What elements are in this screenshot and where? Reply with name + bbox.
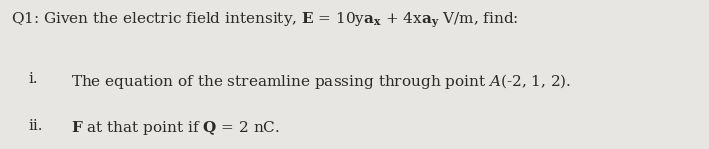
Text: Q1: Given the electric field intensity, $\mathbf{E}$ = 10y$\mathbf{a}$$_\mathbf{: Q1: Given the electric field intensity, … <box>11 10 518 30</box>
Text: $\mathbf{F}$ at that point if $\mathbf{Q}$ = 2 nC.: $\mathbf{F}$ at that point if $\mathbf{Q… <box>71 119 280 137</box>
Text: i.: i. <box>28 72 38 86</box>
Text: ii.: ii. <box>28 119 43 133</box>
Text: The equation of the streamline passing through point $A$(-2, 1, 2).: The equation of the streamline passing t… <box>71 72 571 91</box>
